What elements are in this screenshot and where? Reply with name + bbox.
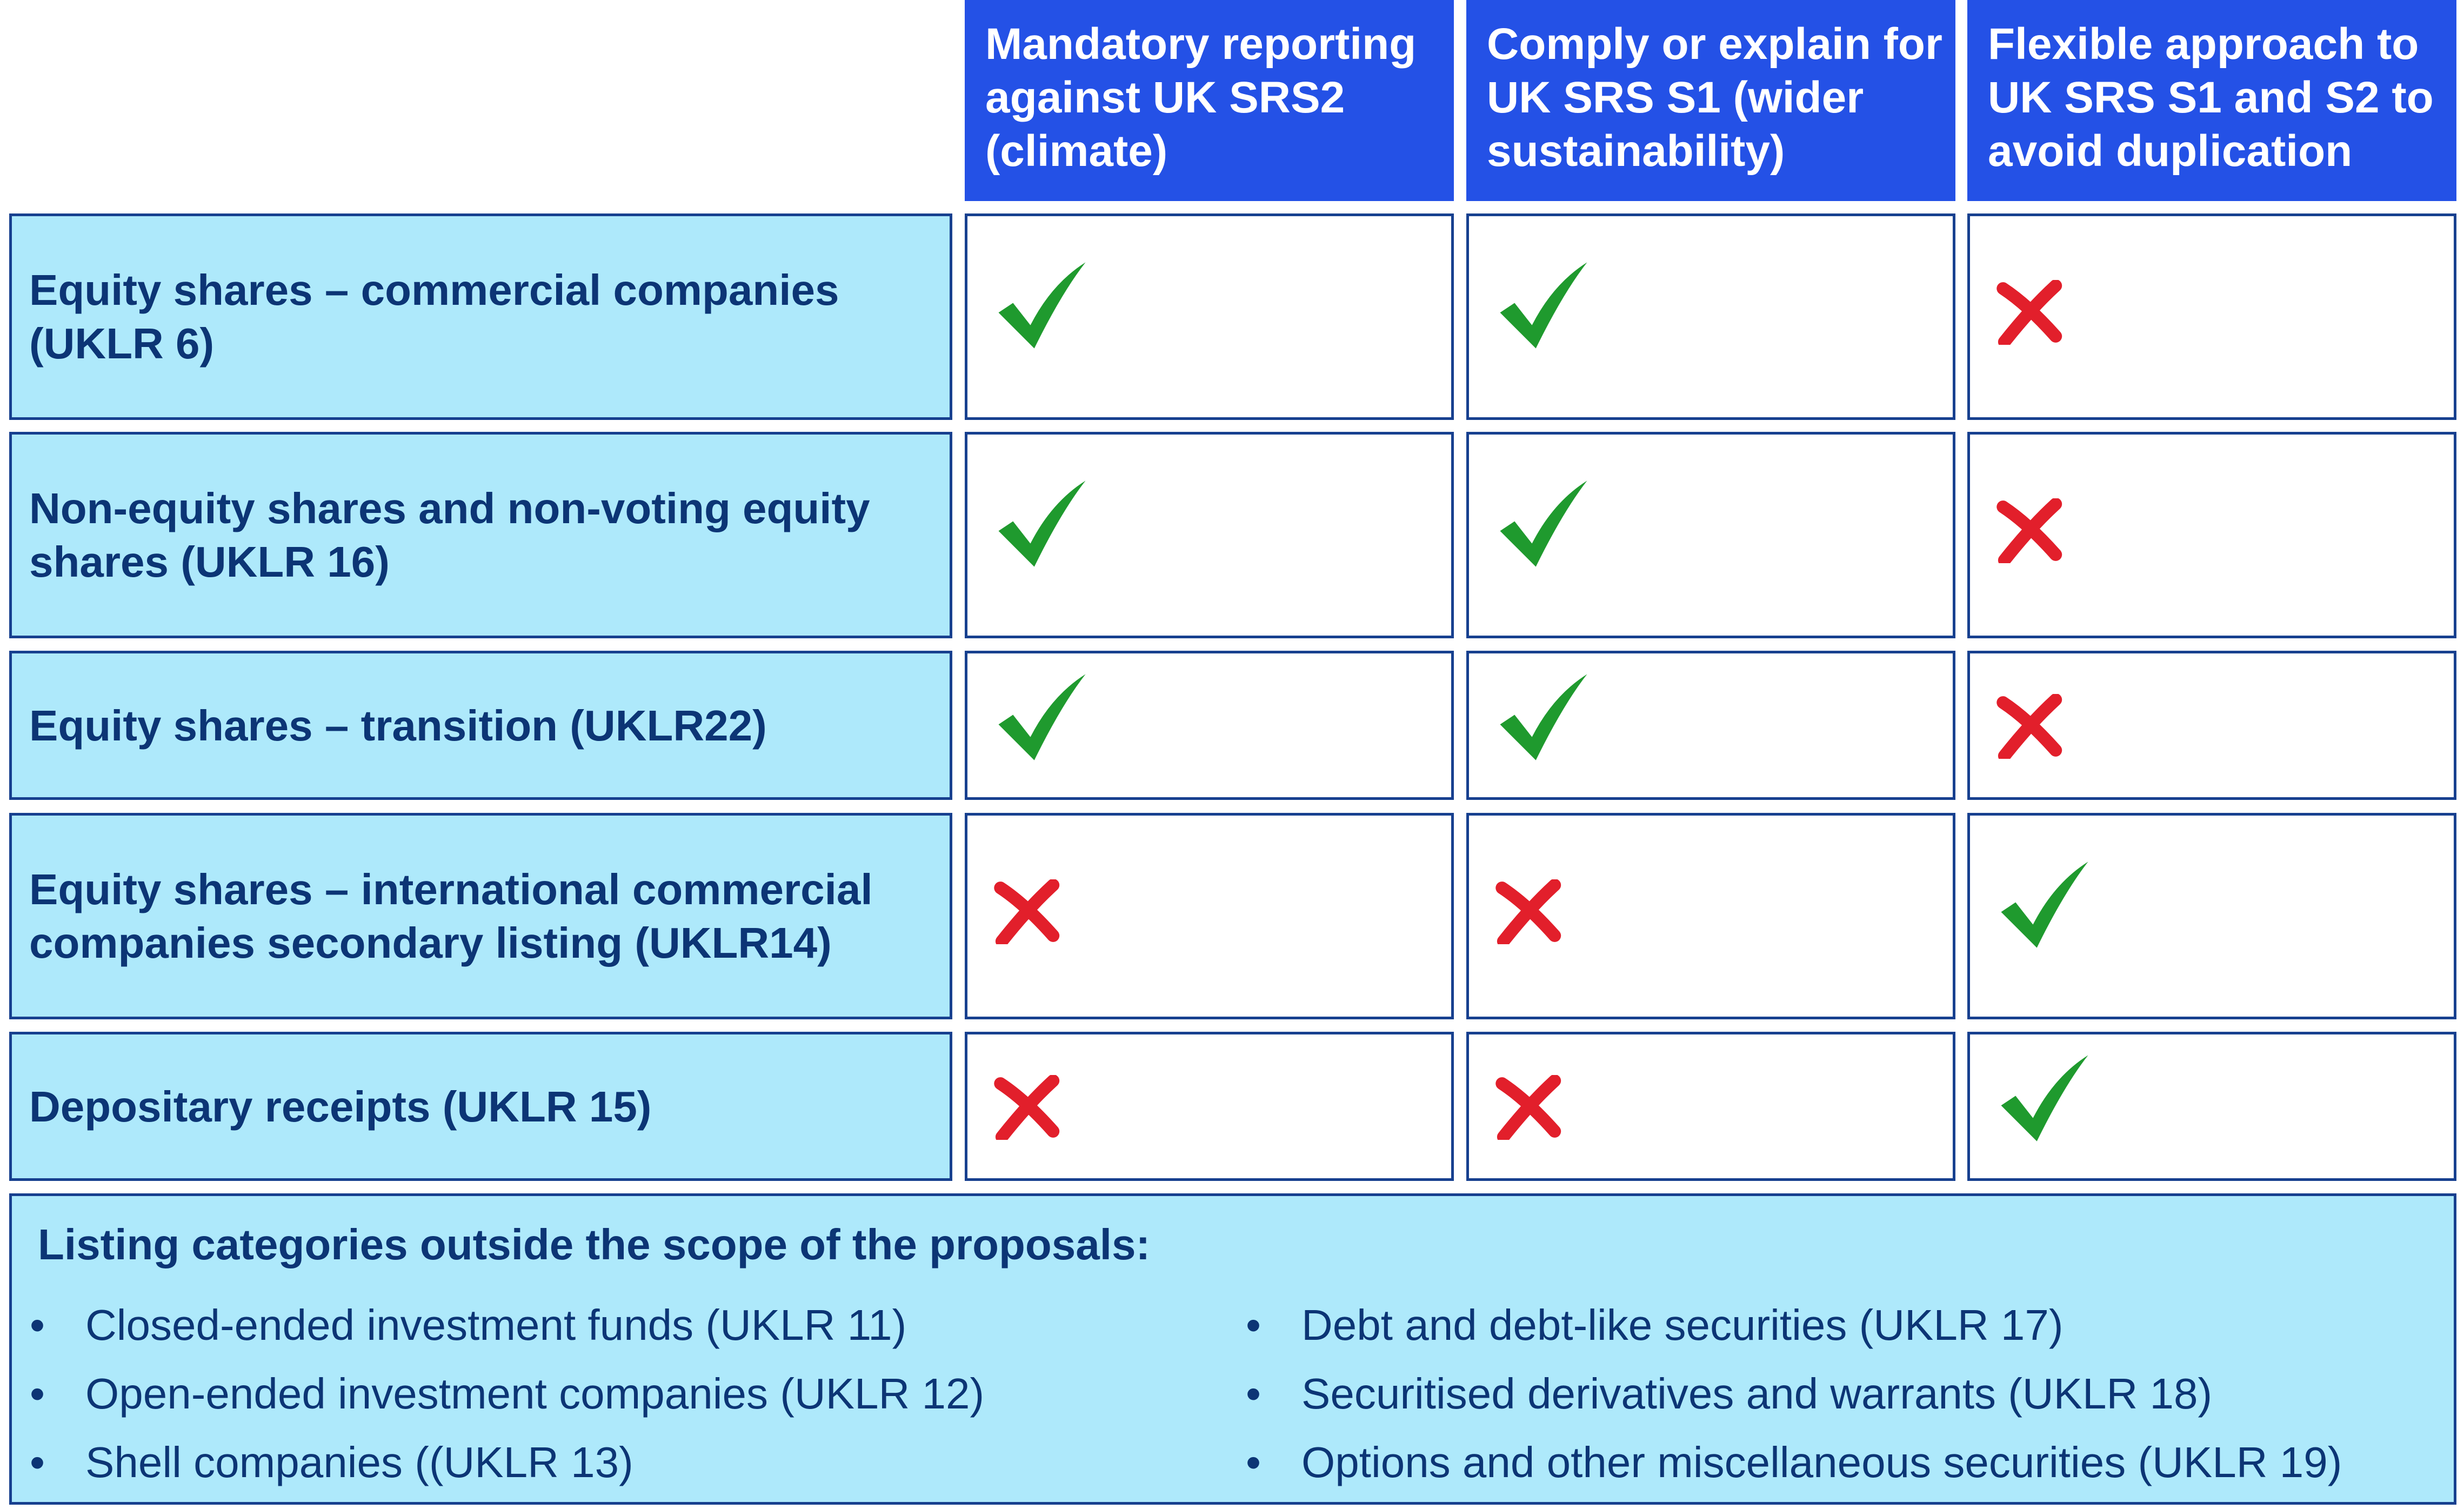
mark-cell xyxy=(1967,651,2456,800)
bullet-icon: • xyxy=(1246,1301,1261,1349)
cross-icon xyxy=(1495,879,1561,944)
check-icon xyxy=(2001,1055,2088,1141)
column-header-label: Flexible approach to UK SRS S1 and S2 to… xyxy=(1988,19,2434,176)
bullet-icon: • xyxy=(1246,1438,1261,1486)
check-icon xyxy=(1500,262,1587,349)
mark-cell xyxy=(1967,432,2456,638)
check-icon xyxy=(998,674,1086,760)
row-label-non-equity: Non-equity shares and non-voting equity … xyxy=(9,432,952,638)
row-label-text: Depositary receipts (UKLR 15) xyxy=(29,1082,652,1131)
mark-cell xyxy=(1466,651,1955,800)
check-icon xyxy=(2001,862,2088,948)
mark-cell xyxy=(1466,213,1955,420)
out-of-scope-title: Listing categories outside the scope of … xyxy=(38,1220,1151,1268)
mark-cell xyxy=(965,432,1454,638)
column-header-label: Comply or explain for UK SRS S1 (wider s… xyxy=(1487,19,1942,176)
mark-cell xyxy=(965,213,1454,420)
cross-icon xyxy=(994,879,1060,944)
list-item: • Debt and debt-like securities (UKLR 17) xyxy=(1246,1291,2342,1359)
mark-cell xyxy=(1466,1032,1955,1181)
cross-icon xyxy=(1996,280,2062,345)
check-icon xyxy=(1500,480,1587,567)
out-of-scope-list-right: • Debt and debt-like securities (UKLR 17)… xyxy=(1246,1291,2342,1497)
list-item: • Shell companies ((UKLR 13) xyxy=(30,1428,984,1497)
mark-cell xyxy=(965,1032,1454,1181)
check-icon xyxy=(998,262,1086,349)
cross-icon xyxy=(1996,694,2062,759)
mark-cell xyxy=(1967,813,2456,1019)
mark-cell xyxy=(1466,813,1955,1019)
mark-cell xyxy=(965,813,1454,1019)
mark-cell xyxy=(1466,432,1955,638)
list-item: • Closed-ended investment funds (UKLR 11) xyxy=(30,1291,984,1359)
check-icon xyxy=(998,480,1086,567)
mark-cell xyxy=(1967,213,2456,420)
row-label-text: Equity shares – commercial companies (UK… xyxy=(29,266,839,368)
row-label-depositary-receipts: Depositary receipts (UKLR 15) xyxy=(9,1032,952,1181)
row-label-text: Equity shares – international commercial… xyxy=(29,865,873,967)
list-item: • Options and other miscellaneous securit… xyxy=(1246,1428,2342,1497)
row-label-equity-commercial: Equity shares – commercial companies (UK… xyxy=(9,213,952,420)
mark-cell xyxy=(965,651,1454,800)
bullet-icon: • xyxy=(30,1438,45,1486)
column-header-comply-or-explain: Comply or explain for UK SRS S1 (wider s… xyxy=(1466,0,1955,201)
bullet-icon: • xyxy=(30,1370,45,1418)
row-label-text: Non-equity shares and non-voting equity … xyxy=(29,484,870,586)
row-label-equity-international: Equity shares – international commercial… xyxy=(9,813,952,1019)
out-of-scope-list-left: • Closed-ended investment funds (UKLR 11)… xyxy=(30,1291,984,1497)
bullet-icon: • xyxy=(1246,1370,1261,1418)
check-icon xyxy=(1500,674,1587,760)
cross-icon xyxy=(1996,498,2062,563)
column-header-label: Mandatory reporting against UK SRS2 (cli… xyxy=(985,19,1417,176)
list-item: • Open-ended investment companies (UKLR 1… xyxy=(30,1359,984,1428)
column-header-flexible-approach: Flexible approach to UK SRS S1 and S2 to… xyxy=(1967,0,2456,201)
column-header-mandatory-srs2: Mandatory reporting against UK SRS2 (cli… xyxy=(965,0,1454,201)
row-label-text: Equity shares – transition (UKLR22) xyxy=(29,701,767,750)
list-item: • Securitised derivatives and warrants (U… xyxy=(1246,1359,2342,1428)
cross-icon xyxy=(1495,1075,1561,1140)
cross-icon xyxy=(994,1075,1060,1140)
out-of-scope-panel: Listing categories outside the scope of … xyxy=(9,1193,2456,1505)
mark-cell xyxy=(1967,1032,2456,1181)
bullet-icon: • xyxy=(30,1301,45,1349)
row-label-equity-transition: Equity shares – transition (UKLR22) xyxy=(9,651,952,800)
